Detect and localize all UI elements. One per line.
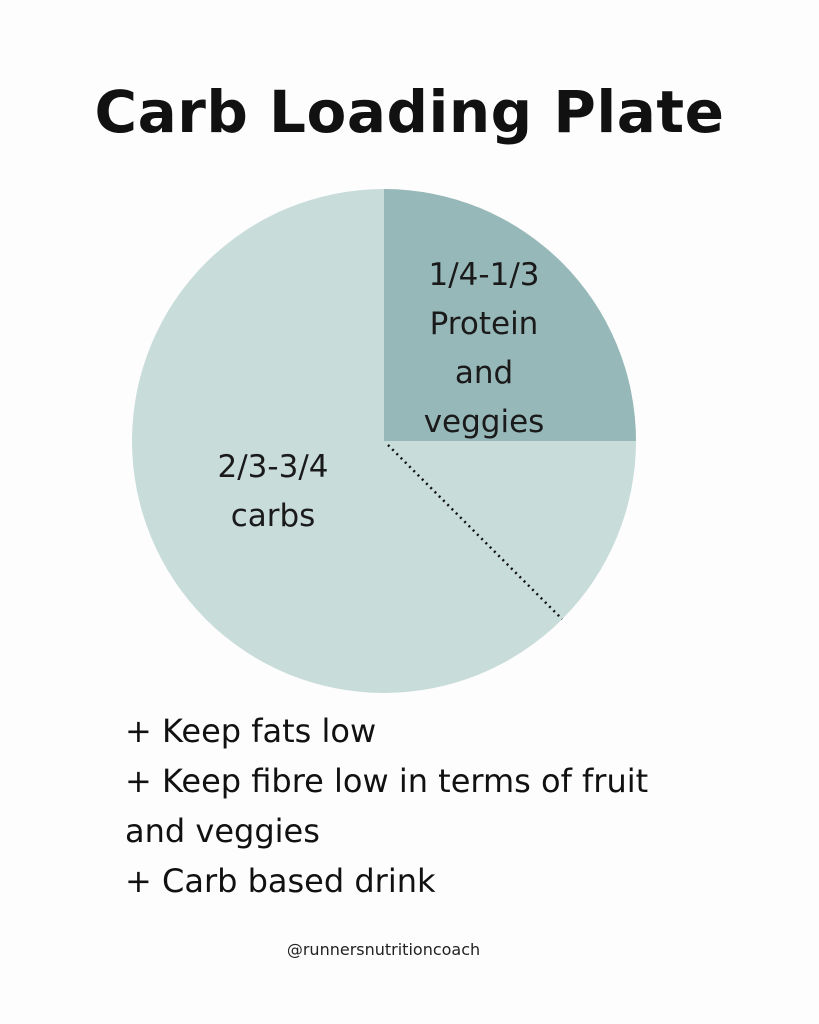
slice-label-line: Protein — [430, 306, 539, 342]
slice-label-line: carbs — [231, 498, 316, 534]
tip-item: + Keep fibre low in terms of fruit — [125, 762, 649, 800]
tip-item: + Keep fats low — [125, 712, 377, 750]
carbs-slice — [132, 189, 636, 693]
tip-item: + Carb based drink — [125, 862, 436, 900]
tips-list: + Keep fats low + Keep fibre low in term… — [125, 706, 725, 906]
protein-veggies-label: 1/4-1/3 Protein and veggies — [424, 257, 545, 440]
slice-label-line: 1/4-1/3 — [429, 257, 540, 293]
slice-label-line: veggies — [424, 404, 545, 440]
dotted-divider-line — [387, 444, 564, 621]
slice-label-line: 2/3-3/4 — [218, 449, 329, 485]
protein-veggies-slice — [384, 189, 636, 441]
slice-label-line: and — [455, 355, 513, 391]
carbs-label: 2/3-3/4 carbs — [218, 449, 329, 534]
chart-title: Carb Loading Plate — [94, 78, 725, 146]
author-handle: @runnersnutritioncoach — [286, 940, 481, 959]
tip-item: and veggies — [125, 812, 320, 850]
